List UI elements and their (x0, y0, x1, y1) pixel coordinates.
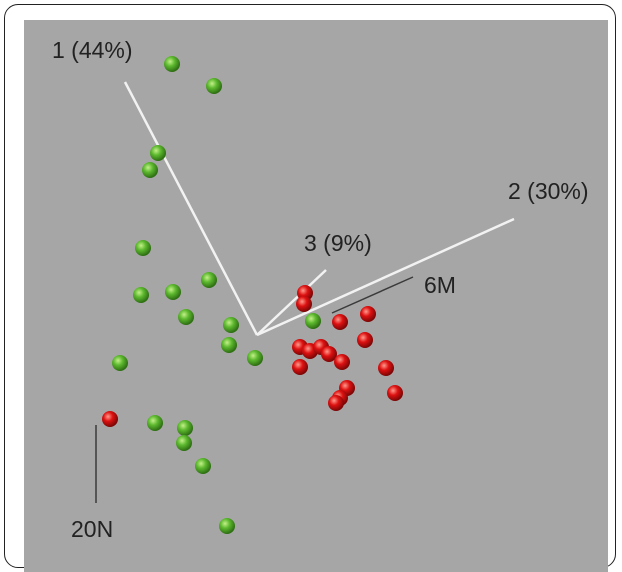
axis-1-line (123, 81, 259, 336)
data-point-series1-15 (387, 385, 403, 401)
annotation-6m: 6M (424, 272, 456, 298)
data-point-series0-18 (219, 518, 235, 534)
data-point-series0-3 (142, 162, 158, 178)
data-point-series0-11 (221, 337, 237, 353)
data-point-series1-14 (328, 395, 344, 411)
data-point-series0-14 (147, 415, 163, 431)
axis-3-label: 3 (9%) (304, 230, 372, 256)
data-point-series0-10 (305, 313, 321, 329)
data-point-series0-2 (150, 145, 166, 161)
data-point-series1-9 (334, 354, 350, 370)
axis-lines (123, 81, 515, 337)
data-point-series0-1 (206, 78, 222, 94)
data-point-series1-2 (332, 314, 348, 330)
data-point-series0-12 (247, 350, 263, 366)
data-point-series0-0 (164, 56, 180, 72)
axis-2-label: 2 (30%) (508, 178, 589, 204)
annotation-20n: 20N (71, 516, 113, 542)
data-point-series0-6 (165, 284, 181, 300)
data-point-series0-7 (133, 287, 149, 303)
data-point-series0-8 (178, 309, 194, 325)
data-point-series1-10 (292, 359, 308, 375)
data-point-series1-11 (378, 360, 394, 376)
annotation-lines (95, 276, 414, 503)
data-point-series1-4 (357, 332, 373, 348)
data-point-series0-17 (195, 458, 211, 474)
data-point-series0-15 (177, 420, 193, 436)
data-point-series1-8 (321, 346, 337, 362)
data-point-series0-9 (223, 317, 239, 333)
axis-3-line (256, 269, 327, 336)
annotation-6m-line (331, 276, 414, 314)
data-point-series0-16 (176, 435, 192, 451)
axis-1-label: 1 (44%) (52, 37, 133, 63)
data-point-series1-1 (296, 296, 312, 312)
data-points (102, 56, 403, 534)
data-point-series1-16 (102, 411, 118, 427)
data-point-series0-5 (201, 272, 217, 288)
axis-2-line (256, 217, 515, 337)
plot-area (24, 20, 608, 572)
data-point-series0-4 (135, 240, 151, 256)
data-point-series0-13 (112, 355, 128, 371)
data-point-series1-3 (360, 306, 376, 322)
